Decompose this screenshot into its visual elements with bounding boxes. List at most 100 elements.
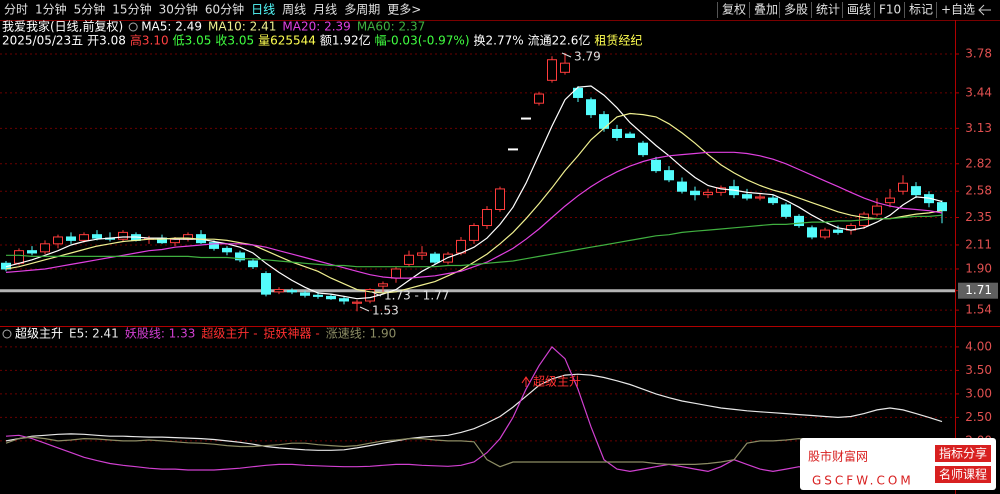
- candle-body: [27, 250, 37, 254]
- candle-body: [937, 202, 947, 212]
- toolbar-tab[interactable]: 15分钟: [112, 2, 151, 17]
- candle-body: [300, 292, 310, 296]
- candle-body: [469, 225, 479, 241]
- annotation-pointer: [359, 306, 370, 312]
- candle-body: [911, 186, 921, 196]
- quote-field: 高3.10: [130, 33, 169, 48]
- quote-field: 幅-0.03(-0.97%): [375, 33, 470, 48]
- series-line: [5, 85, 943, 300]
- candle-body: [339, 298, 349, 302]
- candle-body: [352, 301, 362, 304]
- toolbar-tab[interactable]: 30分钟: [159, 2, 198, 17]
- candle-body: [612, 128, 622, 138]
- candle-body: [742, 194, 752, 199]
- settings-icon[interactable]: [128, 22, 138, 32]
- candle-body: [521, 117, 531, 120]
- annotation: 3.79: [574, 50, 601, 64]
- candle-body: [573, 87, 583, 98]
- candle-body: [781, 204, 791, 217]
- candle-body: [209, 242, 219, 249]
- toolbar-tab[interactable]: 周线: [282, 3, 306, 17]
- quote-field: 2025/05/23五: [2, 34, 83, 48]
- candle-body: [508, 148, 518, 151]
- toolbar-button[interactable]: 统计: [816, 3, 840, 17]
- quote-field: 换2.77%: [474, 34, 524, 48]
- candle-body: [287, 290, 297, 293]
- candle-body: [14, 250, 24, 264]
- annotation: 超级主升: [533, 374, 581, 389]
- y-tick-label: 2.58: [965, 184, 992, 198]
- toolbar-button[interactable]: F10: [879, 3, 901, 17]
- legend-entry: MA20: 2.39: [282, 20, 350, 34]
- candle-body: [261, 273, 271, 295]
- toolbar-button[interactable]: +自选: [941, 3, 975, 17]
- y-tick-label: 3.44: [965, 85, 992, 99]
- candle-body: [560, 62, 570, 73]
- series-line: [5, 345, 943, 475]
- level-label-box: [958, 282, 998, 299]
- candle-body: [40, 243, 50, 253]
- candle-body: [365, 289, 375, 302]
- candle-body: [664, 170, 674, 181]
- y-tick-label: 3.13: [965, 121, 992, 135]
- candle-body: [235, 252, 245, 261]
- toolbar-tab[interactable]: 月线: [313, 3, 337, 17]
- legend-entry: E5: 2.41: [69, 327, 119, 341]
- candle-body: [404, 254, 414, 265]
- toolbar-tab[interactable]: 多周期: [344, 3, 380, 17]
- candle-body: [885, 197, 895, 204]
- candle-body: [118, 231, 128, 240]
- watermark-tag-box: [935, 466, 991, 483]
- legend-entry: 涨速线: 1.90: [326, 326, 397, 341]
- watermark-url: GSCFW.COM: [812, 474, 914, 488]
- y-tick-label: 3.00: [965, 386, 992, 400]
- toolbar-tab[interactable]: 1分钟: [35, 2, 67, 17]
- toolbar-tab[interactable]: 分时: [4, 3, 28, 17]
- candle-body: [248, 260, 258, 268]
- toolbar-button[interactable]: 标记: [909, 3, 933, 17]
- toolbar-tab[interactable]: 5分钟: [74, 2, 106, 17]
- toolbar-tab[interactable]: 更多>: [387, 3, 421, 17]
- quote-field: 流通22.6亿: [528, 33, 591, 48]
- candle-body: [495, 188, 505, 211]
- candle-body: [79, 234, 89, 241]
- y-tick-label: 2.50: [965, 410, 992, 424]
- level-label: 1.71: [965, 283, 992, 297]
- y-tick-label: 2.35: [965, 210, 992, 224]
- watermark-tag: 名师课程: [939, 467, 987, 482]
- candle-body: [690, 190, 700, 196]
- toolbar-button[interactable]: 画线: [847, 3, 871, 17]
- quote-field: 低3.05: [173, 34, 212, 48]
- annotation-pointer: [371, 291, 382, 297]
- quote-field: 开3.08: [87, 34, 126, 48]
- candle-body: [53, 236, 63, 245]
- toolbar-button[interactable]: 叠加: [754, 3, 778, 17]
- toolbar-button[interactable]: 多股: [784, 3, 808, 17]
- toolbar-tab[interactable]: 60分钟: [205, 2, 244, 17]
- candle-body: [417, 252, 427, 256]
- quote-field: 租赁经纪: [594, 34, 642, 48]
- candle-body: [807, 227, 817, 238]
- candle-body: [586, 99, 596, 116]
- y-tick-label: 3.50: [965, 363, 992, 377]
- back-icon[interactable]: [978, 4, 991, 16]
- y-tick-label: 1.90: [965, 261, 992, 275]
- legend-entry: 妖股线: 1.33: [125, 327, 196, 341]
- y-tick-label: 1.54: [965, 303, 992, 317]
- candle-body: [378, 283, 388, 287]
- candle-body: [677, 181, 687, 192]
- chart-title: 超级主升: [15, 326, 63, 341]
- toolbar-tab[interactable]: 日线: [251, 3, 275, 17]
- y-tick-label: 2.82: [965, 156, 992, 170]
- settings-icon[interactable]: [2, 329, 12, 339]
- series-line: [5, 112, 943, 294]
- candle-body: [716, 187, 726, 193]
- toolbar-button[interactable]: 复权: [722, 3, 746, 17]
- y-tick-label: 4.00: [965, 339, 992, 353]
- annotation-pointer: [561, 52, 572, 58]
- watermark-tag-box: [935, 445, 991, 462]
- candle-body: [326, 295, 336, 300]
- candle-body: [833, 229, 843, 233]
- candle-body: [625, 133, 635, 138]
